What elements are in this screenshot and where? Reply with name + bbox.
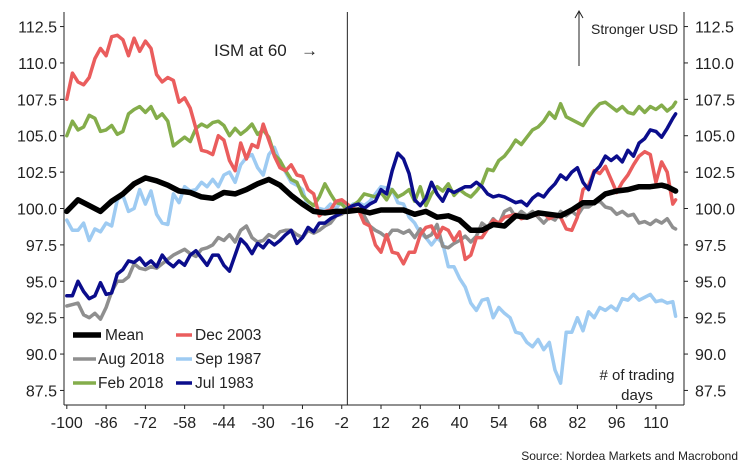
x-tick-label: 54 (490, 415, 508, 432)
left-y-ticks: 87.5 90.0 92.5 95.0 97.5 100.0 102.5 105.0 107.5… (17, 20, 64, 400)
x-tick-label: 26 (411, 415, 429, 432)
x-tick-label: -72 (134, 415, 157, 432)
ism-arrow-icon: → (301, 41, 318, 60)
y-tick-label-left: 97.5 (26, 238, 57, 255)
x-tick-label: 96 (608, 415, 626, 432)
ism-annotation: ISM at 60 (214, 41, 287, 60)
x-tick-label: -30 (252, 415, 275, 432)
legend-label-feb-2018: Feb 2018 (98, 375, 164, 392)
y-tick-label-right: 105.0 (695, 129, 735, 146)
source-note: Source: Nordea Markets and Macrobond (521, 449, 738, 463)
y-tick-label-left: 102.5 (17, 165, 57, 182)
x-tick-label: 110 (643, 415, 669, 432)
series-layer (64, 33, 679, 385)
x-tick-label: -86 (95, 415, 118, 432)
y-tick-label-left: 92.5 (26, 311, 57, 328)
y-tick-label-left: 110.0 (18, 56, 57, 73)
y-tick-label-right: 87.5 (695, 383, 726, 400)
y-tick-label-right: 97.5 (695, 238, 726, 255)
x-tick-label: 12 (372, 415, 390, 432)
series-line-dec-2003 (65, 33, 678, 266)
y-tick-label-right: 102.5 (695, 165, 735, 182)
legend-item-jul-1983: Jul 1983 (176, 375, 254, 392)
x-tick-label: -44 (212, 415, 235, 432)
y-tick-label-right: 95.0 (695, 274, 726, 291)
series-line-jul-1983 (65, 112, 678, 301)
stronger-usd-arrow-icon (574, 9, 584, 19)
x-tick-label: -2 (335, 415, 349, 432)
x-tick-label: -58 (173, 415, 196, 432)
legend-label-mean: Mean (105, 327, 144, 344)
x-tick-label: -16 (291, 415, 314, 432)
y-tick-label-right: 100.0 (695, 202, 735, 219)
series-line-mean (64, 175, 679, 234)
trading-days-label-line2: days (621, 387, 653, 404)
legend-label-aug-2018: Aug 2018 (98, 351, 164, 368)
y-tick-label-left: 112.5 (18, 20, 57, 37)
legend-item-sep-1987: Sep 1987 (176, 351, 261, 368)
legend-label-jul-1983: Jul 1983 (195, 375, 254, 392)
legend-item-aug-2018: Aug 2018 (73, 351, 164, 368)
stronger-usd-label: Stronger USD (591, 21, 678, 37)
trading-days-label-line1: # of trading (599, 367, 674, 384)
legend-label-dec-2003: Dec 2003 (195, 327, 261, 344)
y-tick-label-left: 90.0 (26, 347, 57, 364)
x-tick-label: 68 (529, 415, 547, 432)
x-tick-label: -100 (51, 415, 83, 432)
y-tick-label-left: 107.5 (17, 92, 57, 109)
y-tick-label-right: 90.0 (695, 347, 726, 364)
y-tick-label-left: 105.0 (17, 129, 57, 146)
legend-label-sep-1987: Sep 1987 (195, 351, 261, 368)
x-tick-label: 82 (568, 415, 586, 432)
series-line-feb-2018 (65, 100, 678, 212)
y-tick-label-left: 95.0 (26, 274, 57, 291)
y-tick-label-left: 87.5 (26, 383, 57, 400)
y-tick-label-right: 92.5 (695, 311, 726, 328)
y-tick-label-right: 107.5 (695, 92, 735, 109)
y-tick-label-right: 110.0 (695, 56, 734, 73)
right-y-ticks: 87.5 90.0 92.5 95.0 97.5 100.0 102.5 105.0 107.5… (684, 20, 735, 400)
y-tick-label-left: 100.0 (17, 202, 57, 219)
legend-item-feb-2018: Feb 2018 (73, 375, 164, 392)
y-tick-label-right: 112.5 (695, 20, 734, 37)
x-tick-label: 40 (451, 415, 469, 432)
legend-item-dec-2003: Dec 2003 (176, 327, 261, 344)
legend-item-mean: Mean (73, 327, 144, 344)
x-ticks: -100 -86 -72 -58 -44 -30 -16 -2 12 26 40 54 68 82 96 11… (51, 405, 669, 432)
legend: Mean Dec 2003 Aug 2018 Sep 1987 Feb 2018… (73, 327, 261, 392)
